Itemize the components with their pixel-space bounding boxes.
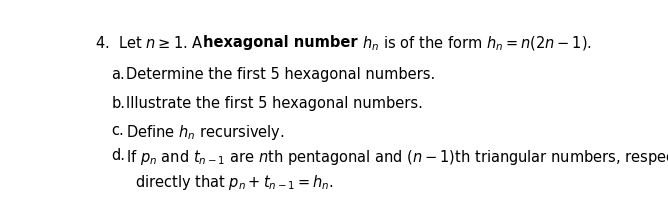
Text: c.: c. — [112, 123, 124, 138]
Text: 4.  Let $n \geq 1$. A: 4. Let $n \geq 1$. A — [95, 35, 204, 51]
Text: Determine the first 5 hexagonal numbers.: Determine the first 5 hexagonal numbers. — [126, 67, 435, 82]
Text: Illustrate the first 5 hexagonal numbers.: Illustrate the first 5 hexagonal numbers… — [126, 96, 423, 111]
Text: Define $h_n$ recursively.: Define $h_n$ recursively. — [126, 123, 285, 142]
Text: directly that $p_n + t_{n-1} = h_n$.: directly that $p_n + t_{n-1} = h_n$. — [135, 173, 334, 192]
Text: $h_n$ is of the form $h_n = n(2n-1)$.: $h_n$ is of the form $h_n = n(2n-1)$. — [358, 35, 592, 53]
Text: a.: a. — [112, 67, 125, 82]
Text: If $p_n$ and $t_{n-1}$ are $n$th pentagonal and $(n-1)$th triangular numbers, re: If $p_n$ and $t_{n-1}$ are $n$th pentago… — [126, 148, 668, 167]
Text: b.: b. — [112, 96, 126, 111]
Text: d.: d. — [112, 148, 126, 163]
Text: hexagonal number: hexagonal number — [204, 35, 358, 50]
